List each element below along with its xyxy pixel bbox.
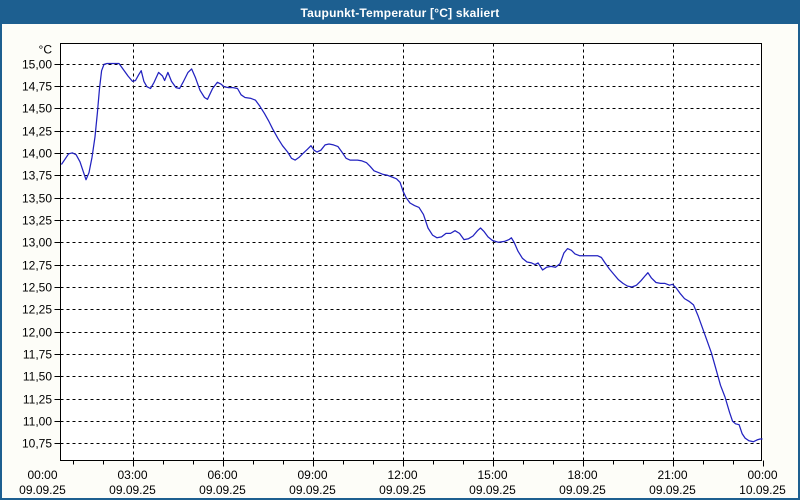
temperature-line — [60, 62, 763, 443]
y-axis-label: 14,25 — [22, 125, 52, 139]
x-axis-time-label: 00:00 — [27, 468, 57, 482]
y-axis-label: 11,25 — [23, 393, 52, 407]
y-axis-label: 12,75 — [22, 259, 52, 273]
y-axis-label: 10,75 — [22, 437, 52, 451]
y-axis-label: 11,50 — [23, 370, 52, 384]
y-axis-label: 13,25 — [22, 214, 52, 228]
x-axis-date-label: 09.09.25 — [19, 483, 66, 497]
y-axis-label: 12,00 — [22, 326, 52, 340]
x-axis-date-label: 09.09.25 — [379, 483, 426, 497]
x-axis-time-label: 21:00 — [657, 468, 687, 482]
y-axis-label: 13,00 — [22, 236, 52, 250]
x-axis-time-label: 09:00 — [297, 468, 327, 482]
y-axis-label: 11,75 — [23, 348, 52, 362]
y-axis-label: 14,50 — [22, 102, 52, 116]
y-axis-label: 15,00 — [22, 58, 52, 72]
y-axis-label: 14,75 — [22, 80, 52, 94]
x-axis-date-label: 09.09.25 — [469, 483, 516, 497]
y-axis-label: 13,50 — [22, 192, 52, 206]
x-axis-date-label: 09.09.25 — [649, 483, 696, 497]
plot-border — [60, 43, 762, 461]
x-axis-time-label: 03:00 — [117, 468, 147, 482]
y-axis-unit-label: °C — [39, 43, 53, 57]
x-axis-date-label: 09.09.25 — [289, 483, 336, 497]
x-axis-time-label: 06:00 — [207, 468, 237, 482]
x-axis-time-label: 12:00 — [387, 468, 417, 482]
x-axis-time-label: 00:00 — [747, 468, 777, 482]
x-axis-date-label: 10.09.25 — [739, 483, 786, 497]
x-axis-date-label: 09.09.25 — [559, 483, 606, 497]
plot-area — [60, 43, 762, 461]
y-axis-label: 12,25 — [22, 303, 52, 317]
x-axis-time-label: 18:00 — [567, 468, 597, 482]
y-axis-label: 13,75 — [22, 169, 52, 183]
y-axis-label: 14,00 — [22, 147, 52, 161]
x-axis-date-label: 09.09.25 — [109, 483, 156, 497]
x-axis-date-label: 09.09.25 — [199, 483, 246, 497]
window-title: Taupunkt-Temperatur [°C] skaliert — [300, 6, 500, 20]
x-axis-time-label: 15:00 — [477, 468, 507, 482]
y-axis-label: 11,00 — [23, 415, 52, 429]
title-bar: Taupunkt-Temperatur [°C] skaliert — [2, 2, 798, 24]
y-axis-label: 12,50 — [22, 281, 52, 295]
